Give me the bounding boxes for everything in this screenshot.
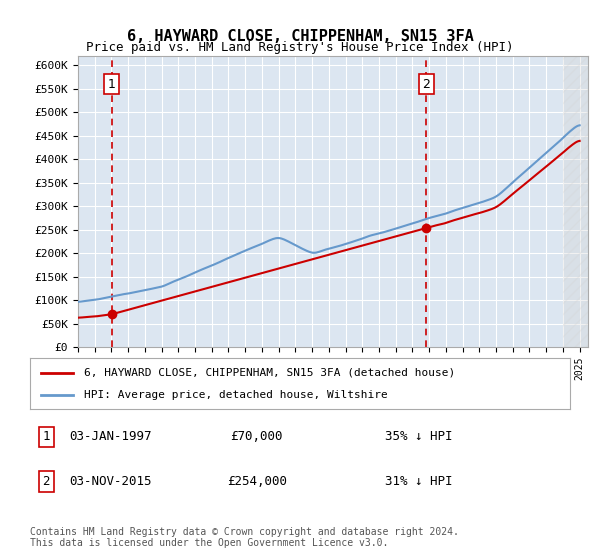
Text: £70,000: £70,000	[230, 430, 283, 444]
Text: 6, HAYWARD CLOSE, CHIPPENHAM, SN15 3FA (detached house): 6, HAYWARD CLOSE, CHIPPENHAM, SN15 3FA (…	[84, 367, 455, 377]
Text: 03-NOV-2015: 03-NOV-2015	[70, 475, 152, 488]
Text: 1: 1	[43, 430, 50, 444]
Text: 31% ↓ HPI: 31% ↓ HPI	[385, 475, 452, 488]
Text: 03-JAN-1997: 03-JAN-1997	[70, 430, 152, 444]
Text: 1: 1	[107, 78, 116, 91]
Text: 6, HAYWARD CLOSE, CHIPPENHAM, SN15 3FA: 6, HAYWARD CLOSE, CHIPPENHAM, SN15 3FA	[127, 29, 473, 44]
Text: 2: 2	[43, 475, 50, 488]
Text: HPI: Average price, detached house, Wiltshire: HPI: Average price, detached house, Wilt…	[84, 390, 388, 400]
Text: Price paid vs. HM Land Registry's House Price Index (HPI): Price paid vs. HM Land Registry's House …	[86, 41, 514, 54]
Text: 2: 2	[422, 78, 430, 91]
Bar	[563, 56, 588, 347]
Text: Contains HM Land Registry data © Crown copyright and database right 2024.
This d: Contains HM Land Registry data © Crown c…	[30, 527, 459, 548]
Text: £254,000: £254,000	[227, 475, 287, 488]
Text: 35% ↓ HPI: 35% ↓ HPI	[385, 430, 452, 444]
